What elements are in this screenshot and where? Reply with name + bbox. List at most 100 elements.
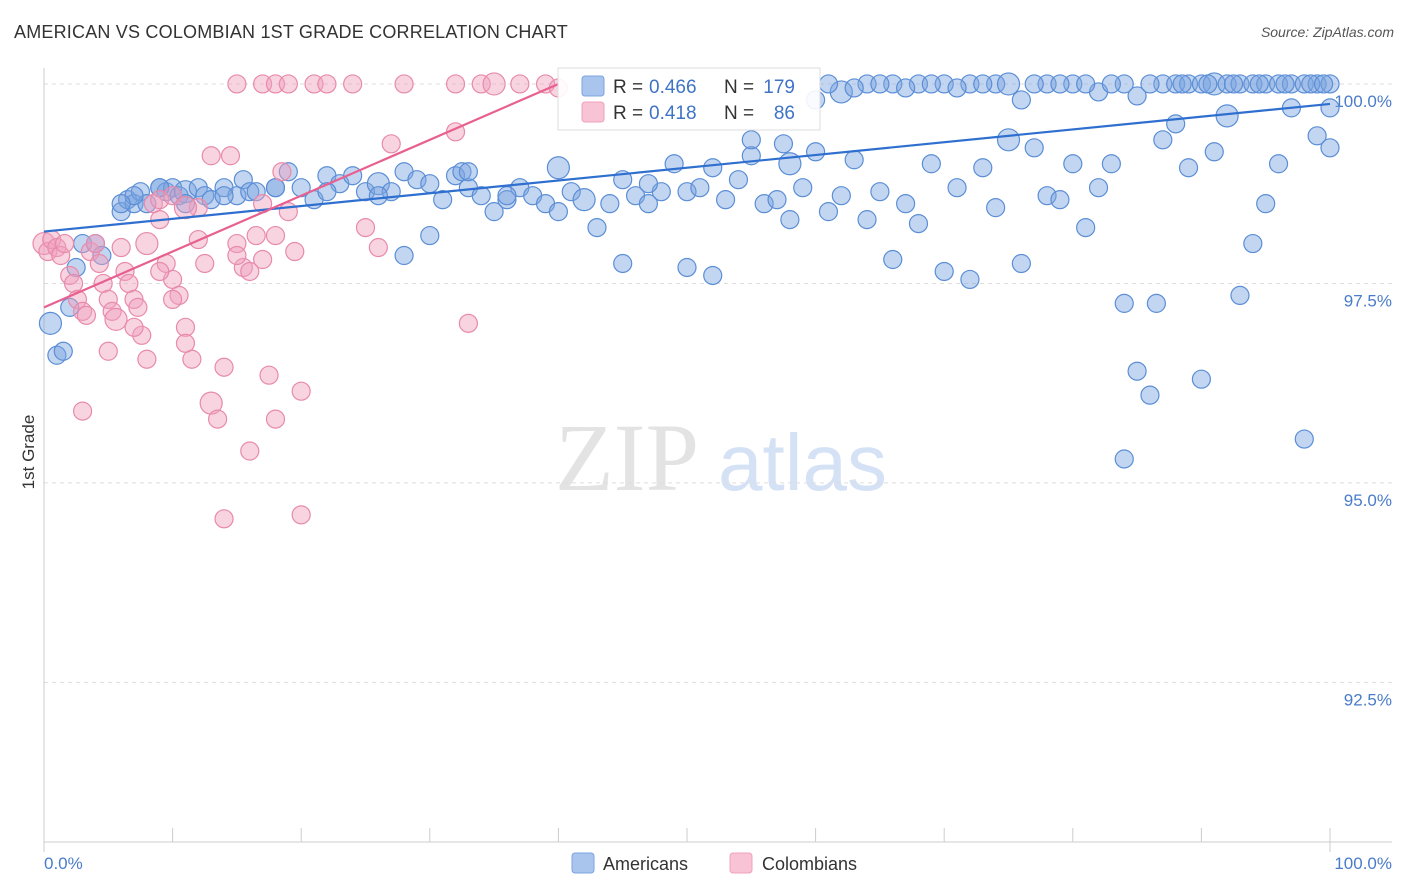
- american-point: [1249, 74, 1269, 94]
- american-point: [1268, 154, 1289, 174]
- american-point: [92, 245, 112, 266]
- american-point: [715, 190, 736, 210]
- colombian-point: [285, 241, 305, 262]
- x-ticks: [43, 828, 1331, 852]
- american-point: [1153, 130, 1173, 150]
- colombian-point: [76, 305, 97, 325]
- american-point: [433, 190, 453, 210]
- american-point: [773, 134, 794, 154]
- colombian-point: [124, 317, 144, 337]
- american-point: [1088, 178, 1109, 198]
- colombian-point: [208, 409, 228, 429]
- american-point: [1011, 90, 1031, 110]
- watermark-atlas: atlas: [718, 418, 887, 507]
- american-point: [1127, 361, 1147, 381]
- colombians-trend-line: [43, 82, 559, 309]
- american-point: [1063, 154, 1083, 174]
- american-point: [1294, 429, 1314, 449]
- american-point: [638, 174, 659, 194]
- american-point: [921, 154, 941, 174]
- american-point: [690, 178, 710, 198]
- american-point: [394, 245, 414, 266]
- american-point: [1114, 293, 1134, 313]
- american-point: [1140, 74, 1160, 94]
- colombian-point: [111, 237, 131, 258]
- y-tick-label: 95.0%: [1344, 491, 1392, 510]
- legend-colombians-swatch: [729, 852, 753, 874]
- american-point: [66, 257, 86, 278]
- americans-r-value: 0.466: [649, 77, 697, 98]
- x-tick-label-min: 0.0%: [44, 854, 83, 873]
- colombian-point: [381, 134, 401, 154]
- colombian-point: [445, 74, 466, 94]
- x-tick-label-max: 100.0%: [1334, 854, 1392, 873]
- american-point: [1146, 293, 1166, 313]
- american-point: [1243, 233, 1263, 254]
- american-point: [1101, 74, 1121, 94]
- american-point: [896, 194, 916, 214]
- y-axis-title: 1st Grade: [19, 415, 38, 490]
- american-point: [973, 158, 993, 178]
- american-point: [240, 182, 260, 202]
- american-point: [1172, 74, 1192, 94]
- colombian-point: [317, 74, 337, 94]
- american-point: [1320, 74, 1340, 94]
- colombian-point: [104, 307, 128, 331]
- colombian-point: [259, 365, 279, 385]
- american-point: [818, 202, 839, 222]
- colombian-point: [135, 231, 159, 256]
- colombian-point: [265, 409, 286, 429]
- american-point: [793, 178, 813, 198]
- colombian-point: [220, 146, 241, 166]
- american-point: [1191, 369, 1212, 389]
- american-point: [986, 198, 1006, 218]
- american-point: [1313, 74, 1334, 94]
- colombian-point: [163, 289, 183, 310]
- colombian-point: [214, 509, 234, 529]
- colombians-n-value: 86: [774, 103, 795, 124]
- y-tick-labels: 92.5% 95.0% 97.5% 100.0%: [1334, 92, 1392, 709]
- american-point: [677, 257, 697, 278]
- bottom-legend: Americans Colombians: [571, 852, 857, 874]
- colombian-point: [368, 237, 388, 258]
- american-point: [870, 74, 890, 94]
- american-point: [1011, 253, 1031, 274]
- colombian-point: [482, 72, 506, 96]
- american-point: [818, 74, 839, 94]
- colombian-point: [201, 146, 221, 166]
- american-point: [420, 174, 440, 194]
- american-point: [1230, 285, 1250, 306]
- american-point: [921, 74, 941, 94]
- american-point: [829, 80, 853, 104]
- american-point: [1191, 74, 1212, 94]
- colombian-point: [132, 325, 152, 345]
- american-point: [857, 210, 877, 230]
- american-point: [1076, 74, 1096, 94]
- colombian-point: [343, 74, 363, 94]
- colombian-point: [89, 253, 109, 274]
- american-point: [1178, 158, 1199, 178]
- american-point: [973, 74, 993, 94]
- american-point: [728, 170, 749, 190]
- colombians-points: [32, 72, 569, 529]
- american-point: [1256, 194, 1276, 214]
- american-point: [278, 162, 298, 182]
- watermark-zip: ZIP: [555, 404, 699, 511]
- colombian-point: [240, 441, 260, 461]
- colombian-point: [98, 341, 118, 361]
- colombian-point: [265, 225, 286, 246]
- american-point: [587, 217, 607, 238]
- american-point: [1320, 98, 1340, 118]
- american-point: [947, 78, 967, 98]
- colombian-point: [227, 74, 247, 94]
- colombian-point: [150, 261, 170, 282]
- american-point: [805, 142, 826, 162]
- american-point: [265, 178, 286, 198]
- colombian-point: [54, 233, 75, 254]
- american-point: [497, 186, 517, 206]
- american-point: [420, 225, 440, 246]
- american-point: [677, 182, 697, 202]
- colombians-r-label: R =: [613, 103, 643, 124]
- american-point: [1275, 74, 1295, 94]
- colombian-point: [291, 505, 311, 525]
